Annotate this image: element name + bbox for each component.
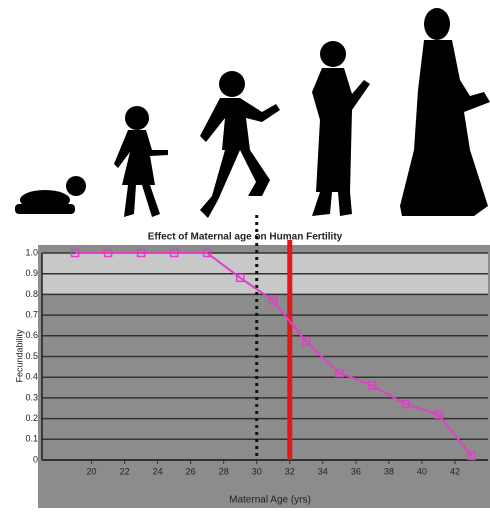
- point: [335, 368, 344, 378]
- series-line: [75, 252, 473, 457]
- baby: [15, 176, 86, 214]
- toddler: [114, 106, 168, 217]
- y-tick-label: 0.3: [25, 392, 38, 402]
- y-tick-label: 0.6: [25, 330, 38, 340]
- y-tick-label: 0.7: [25, 309, 38, 319]
- y-tick-label: 0.1: [25, 434, 38, 444]
- x-tick-label: 34: [318, 466, 328, 476]
- point: [103, 248, 113, 258]
- y-tick-label: 0.4: [25, 372, 38, 382]
- x-tick-label: 40: [417, 466, 427, 476]
- y-tick-label: 1.0: [25, 247, 38, 257]
- y-tick-label: 0.8: [25, 289, 38, 299]
- x-tick-label: 26: [186, 466, 196, 476]
- girl: [312, 41, 370, 216]
- x-tick-label: 36: [351, 466, 361, 476]
- point: [202, 248, 212, 258]
- point: [169, 248, 179, 258]
- woman: [400, 8, 490, 216]
- point: [401, 399, 410, 409]
- point: [467, 451, 476, 461]
- y-tick-label: 0.9: [25, 268, 38, 278]
- chart-title: Effect of Maternal age on Human Fertilit…: [148, 232, 343, 243]
- x-tick-label: 24: [153, 466, 163, 476]
- x-tick-label: 28: [219, 466, 229, 476]
- x-tick-label: 38: [384, 466, 394, 476]
- point: [70, 248, 80, 258]
- x-axis-label: Maternal Age (yrs): [229, 495, 311, 506]
- x-tick-label: 20: [87, 466, 97, 476]
- point: [136, 248, 146, 258]
- x-tick-label: 30: [252, 466, 262, 476]
- x-tick-label: 42: [450, 466, 460, 476]
- y-tick-label: 0.2: [25, 413, 38, 423]
- x-tick-label: 22: [120, 466, 130, 476]
- silhouettes: [15, 8, 490, 218]
- point: [302, 337, 311, 347]
- point: [434, 410, 443, 419]
- plot: 0 0.1 0.2 0.3 0.4 0.5 0.6 0.7 0.8 0.9 1.0 20 22 24 26 2…: [25, 215, 488, 476]
- y-tick-label: 0: [33, 454, 38, 464]
- y-tick-label: 0.5: [25, 351, 38, 361]
- y-axis-label: Fecundability: [14, 329, 24, 383]
- point: [235, 273, 245, 283]
- point: [269, 296, 278, 305]
- running-child: [200, 71, 280, 218]
- x-tick-label: 32: [285, 466, 295, 476]
- point: [368, 381, 377, 390]
